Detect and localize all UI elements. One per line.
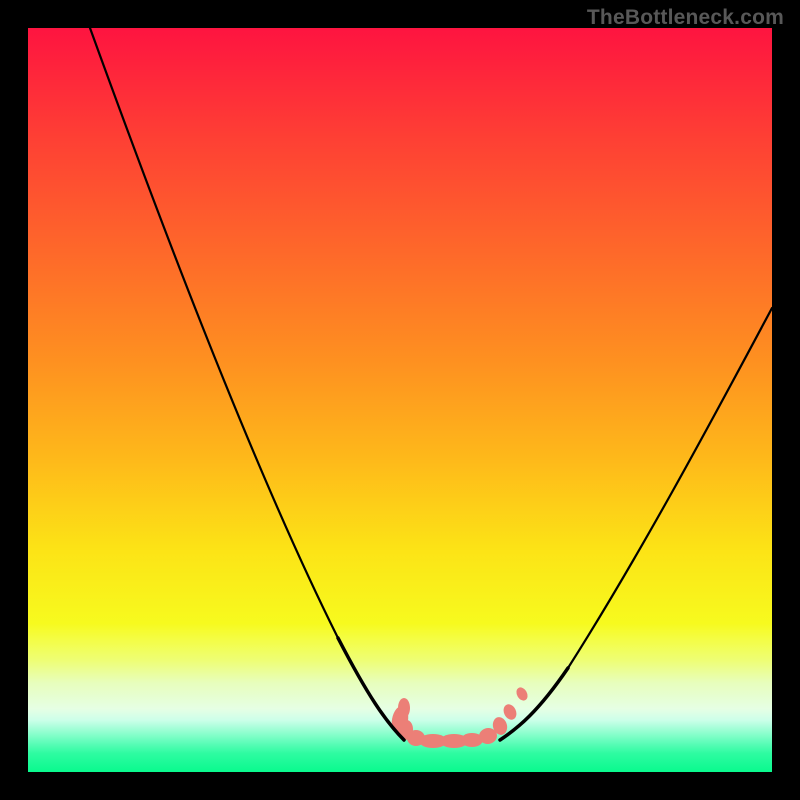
watermark-text: TheBottleneck.com [587,6,784,30]
gradient-background [28,28,772,772]
chart-svg [28,28,772,772]
marker-blob [398,698,410,718]
chart-frame: TheBottleneck.com [0,0,800,800]
plot-area [28,28,772,772]
